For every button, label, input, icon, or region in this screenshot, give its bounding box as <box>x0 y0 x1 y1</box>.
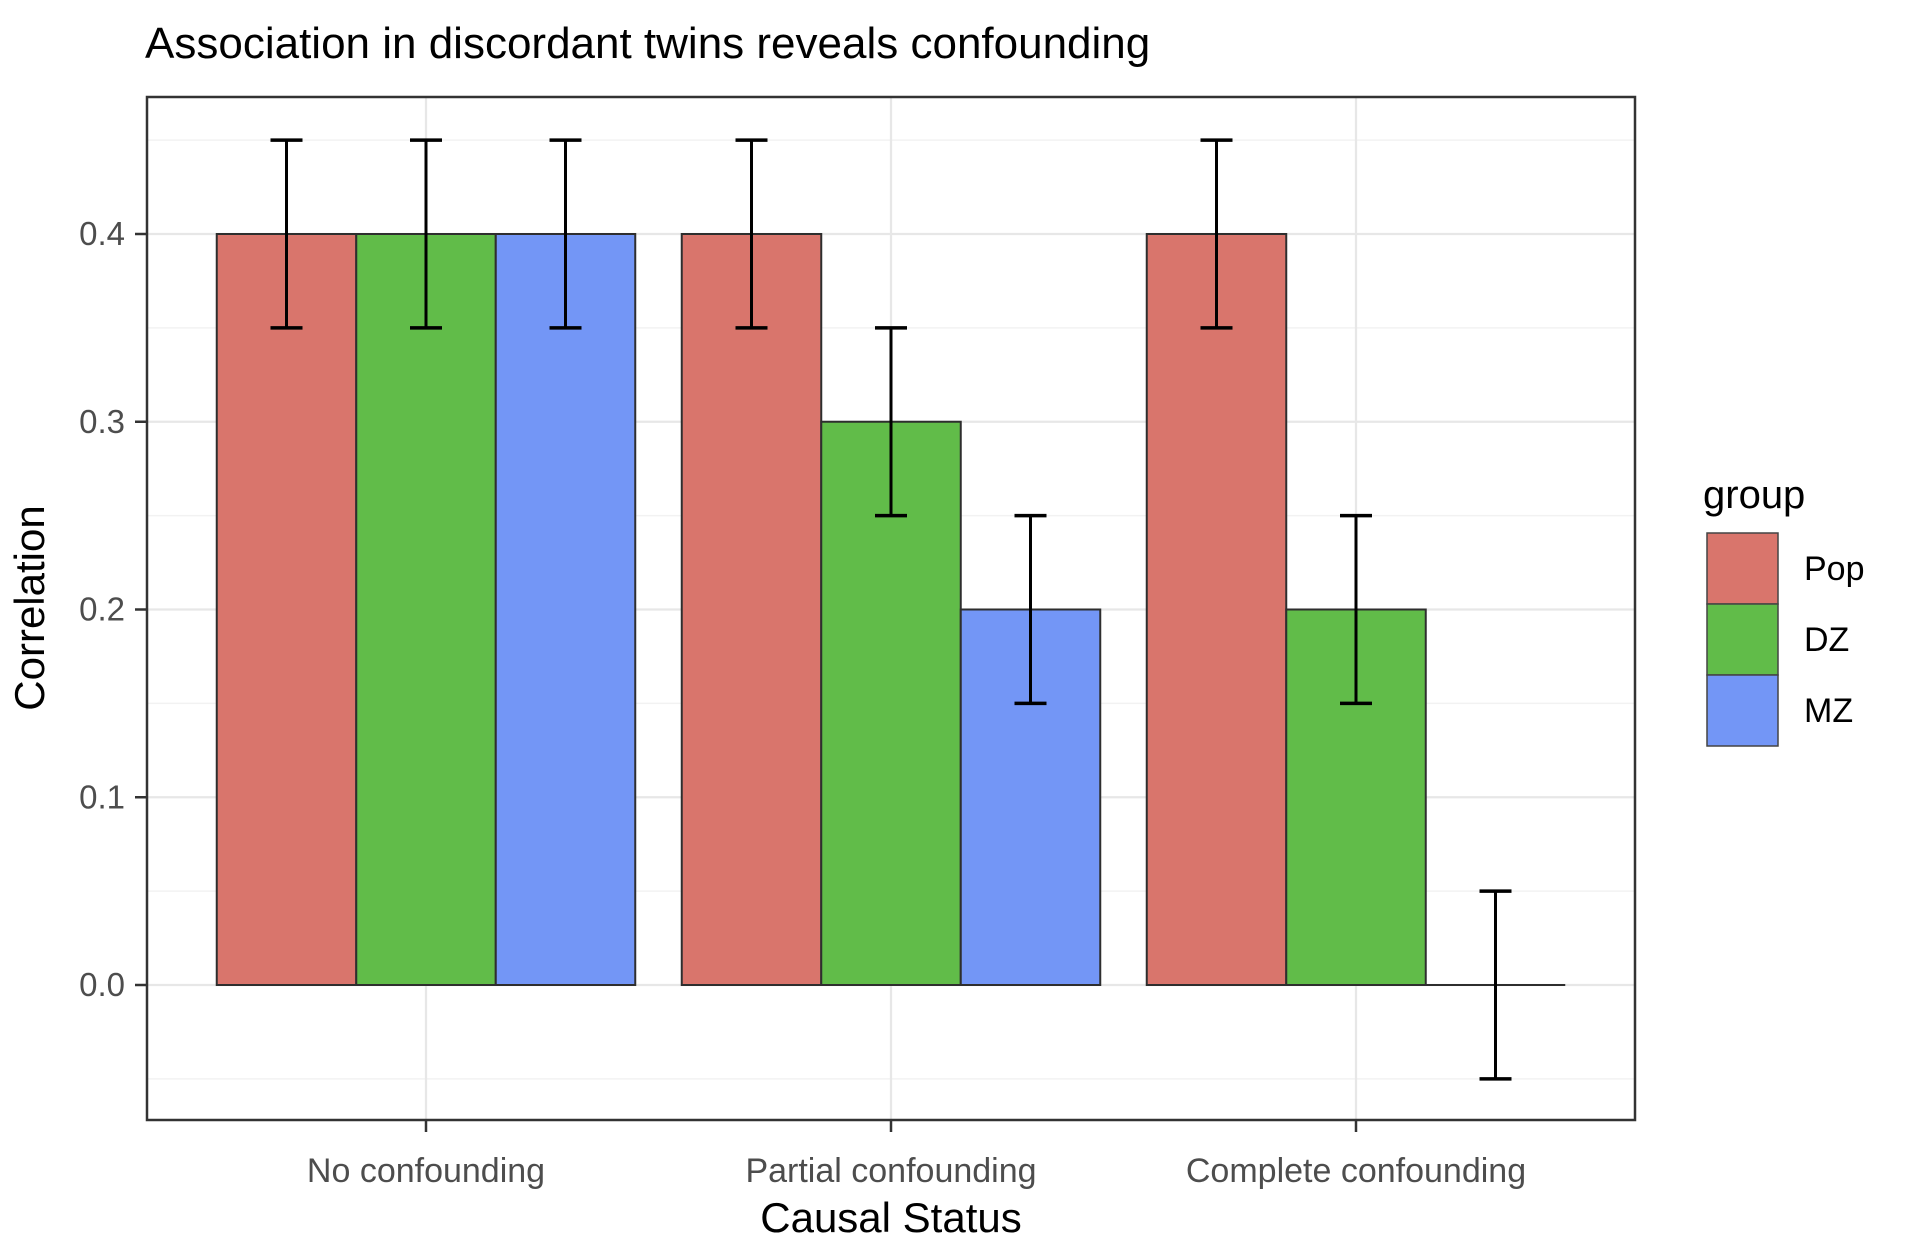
chart-title: Association in discordant twins reveals … <box>145 19 1150 68</box>
legend-key-mz-swatch <box>1706 674 1779 747</box>
y-tick-label: 0.4 <box>79 215 125 252</box>
legend-key-dz-swatch <box>1706 603 1779 676</box>
bar-mz <box>494 233 637 986</box>
legend-label-dz: DZ <box>1804 621 1849 659</box>
y-tick-label: 0.0 <box>79 966 125 1003</box>
legend-title: group <box>1703 473 1805 517</box>
y-tick-label: 0.1 <box>79 778 125 815</box>
y-axis-title: Correlation <box>6 505 53 710</box>
x-tick-label: Complete confounding <box>1186 1152 1526 1190</box>
legend-label-mz: MZ <box>1804 692 1853 730</box>
x-tick-label: No confounding <box>307 1152 545 1190</box>
x-tick-label: Partial confounding <box>745 1152 1036 1190</box>
bar-dz <box>355 233 497 986</box>
bar-pop <box>680 233 823 986</box>
bar-pop <box>1145 233 1288 986</box>
y-tick-label: 0.2 <box>79 591 125 628</box>
y-tick-label: 0.3 <box>79 403 125 440</box>
bar-pop <box>215 233 358 986</box>
legend-label-pop: Pop <box>1804 550 1865 588</box>
legend: group Pop DZ MZ <box>1703 473 1865 747</box>
legend-key-pop-swatch <box>1706 532 1779 605</box>
x-axis-title: Causal Status <box>760 1194 1021 1241</box>
plot-panel: 0.0 0.1 0.2 0.3 0.4 No confounding Partial con… <box>79 95 1637 1190</box>
